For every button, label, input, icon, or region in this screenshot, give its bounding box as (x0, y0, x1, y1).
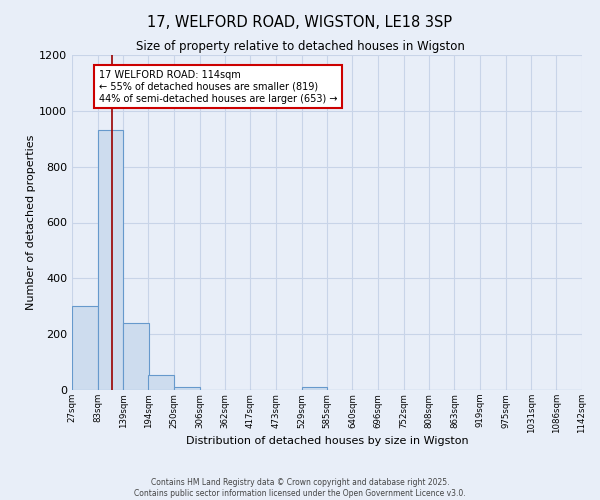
Bar (174, 386, 200, 390)
Text: Size of property relative to detached houses in Wigston: Size of property relative to detached ho… (136, 40, 464, 53)
Text: 17, WELFORD ROAD, WIGSTON, LE18 3SP: 17, WELFORD ROAD, WIGSTON, LE18 3SP (148, 15, 452, 30)
Bar (148, 374, 174, 390)
Bar (98, 130, 123, 390)
X-axis label: Distribution of detached houses by size in Wigston: Distribution of detached houses by size … (185, 436, 469, 446)
Text: Contains HM Land Registry data © Crown copyright and database right 2025.
Contai: Contains HM Land Registry data © Crown c… (134, 478, 466, 498)
Bar (72, 306, 98, 390)
Bar (123, 323, 149, 390)
Bar (302, 386, 327, 390)
Y-axis label: Number of detached properties: Number of detached properties (26, 135, 36, 310)
Text: 17 WELFORD ROAD: 114sqm
← 55% of detached houses are smaller (819)
44% of semi-d: 17 WELFORD ROAD: 114sqm ← 55% of detache… (98, 70, 337, 104)
